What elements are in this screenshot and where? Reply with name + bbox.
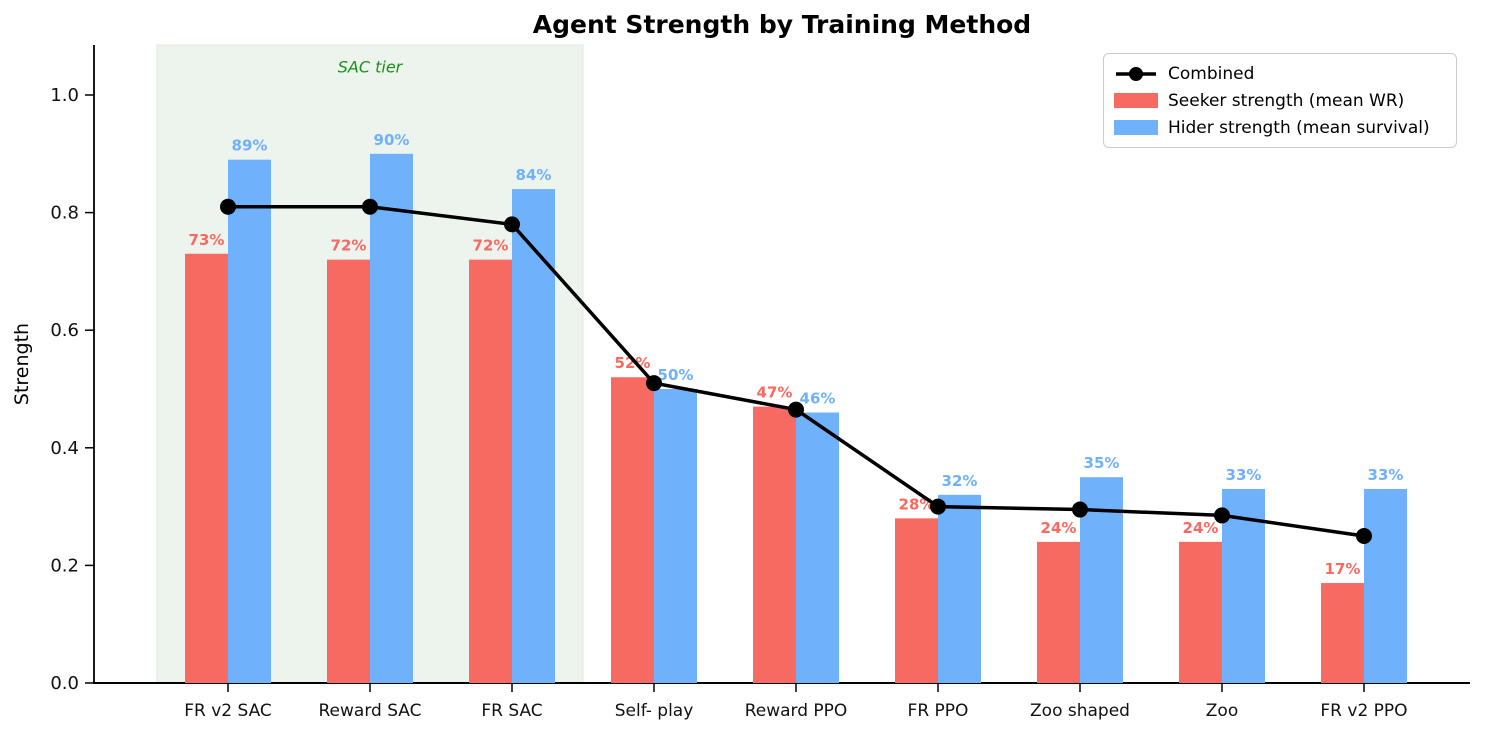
hider-bar-label: 35% — [1084, 454, 1120, 472]
combined-marker-glyph — [1129, 66, 1143, 81]
hider-bar — [796, 412, 839, 683]
seeker-bar — [1179, 541, 1222, 683]
seeker-bar — [753, 406, 796, 683]
x-tick-label: Reward SAC — [318, 701, 421, 721]
seeker-bar-label: 24% — [1041, 519, 1077, 537]
combined-marker — [362, 198, 378, 215]
combined-marker — [930, 498, 946, 515]
combined-marker — [788, 401, 804, 418]
hider-bar — [654, 389, 697, 683]
x-tick-label: FR v2 PPO — [1320, 701, 1407, 721]
seeker-color-swatch — [1114, 93, 1158, 108]
sac-tier-annotation: SAC tier — [337, 57, 403, 77]
hider-bar — [938, 494, 981, 683]
x-tick-label: Zoo shaped — [1030, 701, 1130, 721]
hider-bar-label: 46% — [800, 390, 836, 408]
x-tick-label: FR v2 SAC — [184, 701, 272, 721]
seeker-bar-label: 28% — [899, 495, 935, 513]
combined-marker — [220, 198, 236, 215]
hider-bar-label: 32% — [942, 472, 978, 490]
seeker-bar — [611, 377, 654, 683]
seeker-bar — [1037, 541, 1080, 683]
combined-marker — [504, 216, 520, 233]
combined-line-swatch — [1116, 66, 1156, 81]
hider-bar — [512, 189, 555, 683]
combined-marker — [1356, 528, 1372, 544]
hider-bar-label: 84% — [516, 166, 552, 184]
seeker-bar-label: 72% — [473, 237, 509, 255]
y-tick-label: 0.0 — [50, 673, 79, 694]
y-tick-label: 0.6 — [50, 320, 79, 341]
hider-bar — [370, 153, 413, 684]
seeker-bar-label: 73% — [189, 231, 225, 249]
legend: Combined Seeker strength (mean WR) Hider… — [1103, 53, 1457, 148]
hider-bar-label: 33% — [1368, 466, 1404, 484]
seeker-bar — [185, 253, 228, 683]
seeker-bar-label: 47% — [757, 384, 793, 402]
hider-bar-label: 90% — [374, 131, 410, 149]
x-tick-label: Zoo — [1206, 701, 1238, 721]
seeker-bar — [1321, 583, 1364, 683]
seeker-bar — [895, 518, 938, 683]
combined-marker — [1214, 507, 1230, 524]
combined-marker — [1072, 501, 1088, 518]
y-tick-label: 0.8 — [50, 203, 79, 224]
x-tick-label: Self- play — [615, 701, 694, 721]
legend-label-combined: Combined — [1168, 63, 1255, 84]
x-tick-label: Reward PPO — [745, 701, 848, 721]
legend-item-hider: Hider strength (mean survival) — [1114, 118, 1446, 138]
legend-label-seeker: Seeker strength (mean WR) — [1168, 90, 1405, 111]
hider-bar — [1364, 488, 1407, 683]
x-tick-label: FR PPO — [908, 701, 969, 721]
combined-marker — [646, 375, 662, 392]
legend-item-combined: Combined — [1114, 64, 1446, 84]
hider-bar-label: 33% — [1226, 466, 1262, 484]
seeker-bar — [327, 259, 370, 683]
hider-color-swatch — [1114, 120, 1158, 135]
seeker-bar — [469, 259, 512, 683]
legend-item-seeker: Seeker strength (mean WR) — [1114, 91, 1446, 111]
seeker-bar-label: 24% — [1183, 519, 1219, 537]
y-tick-label: 0.4 — [50, 438, 79, 459]
y-tick-label: 1.0 — [50, 85, 79, 106]
seeker-bar-label: 17% — [1325, 560, 1361, 578]
hider-bar-label: 50% — [658, 366, 694, 384]
hider-bar-label: 89% — [232, 137, 268, 155]
seeker-bar-label: 72% — [331, 237, 367, 255]
y-tick-label: 0.2 — [50, 555, 79, 576]
legend-label-hider: Hider strength (mean survival) — [1168, 117, 1430, 138]
x-tick-label: FR SAC — [481, 701, 542, 721]
hider-bar — [228, 159, 271, 683]
chart-title: Agent Strength by Training Method — [532, 10, 1032, 39]
